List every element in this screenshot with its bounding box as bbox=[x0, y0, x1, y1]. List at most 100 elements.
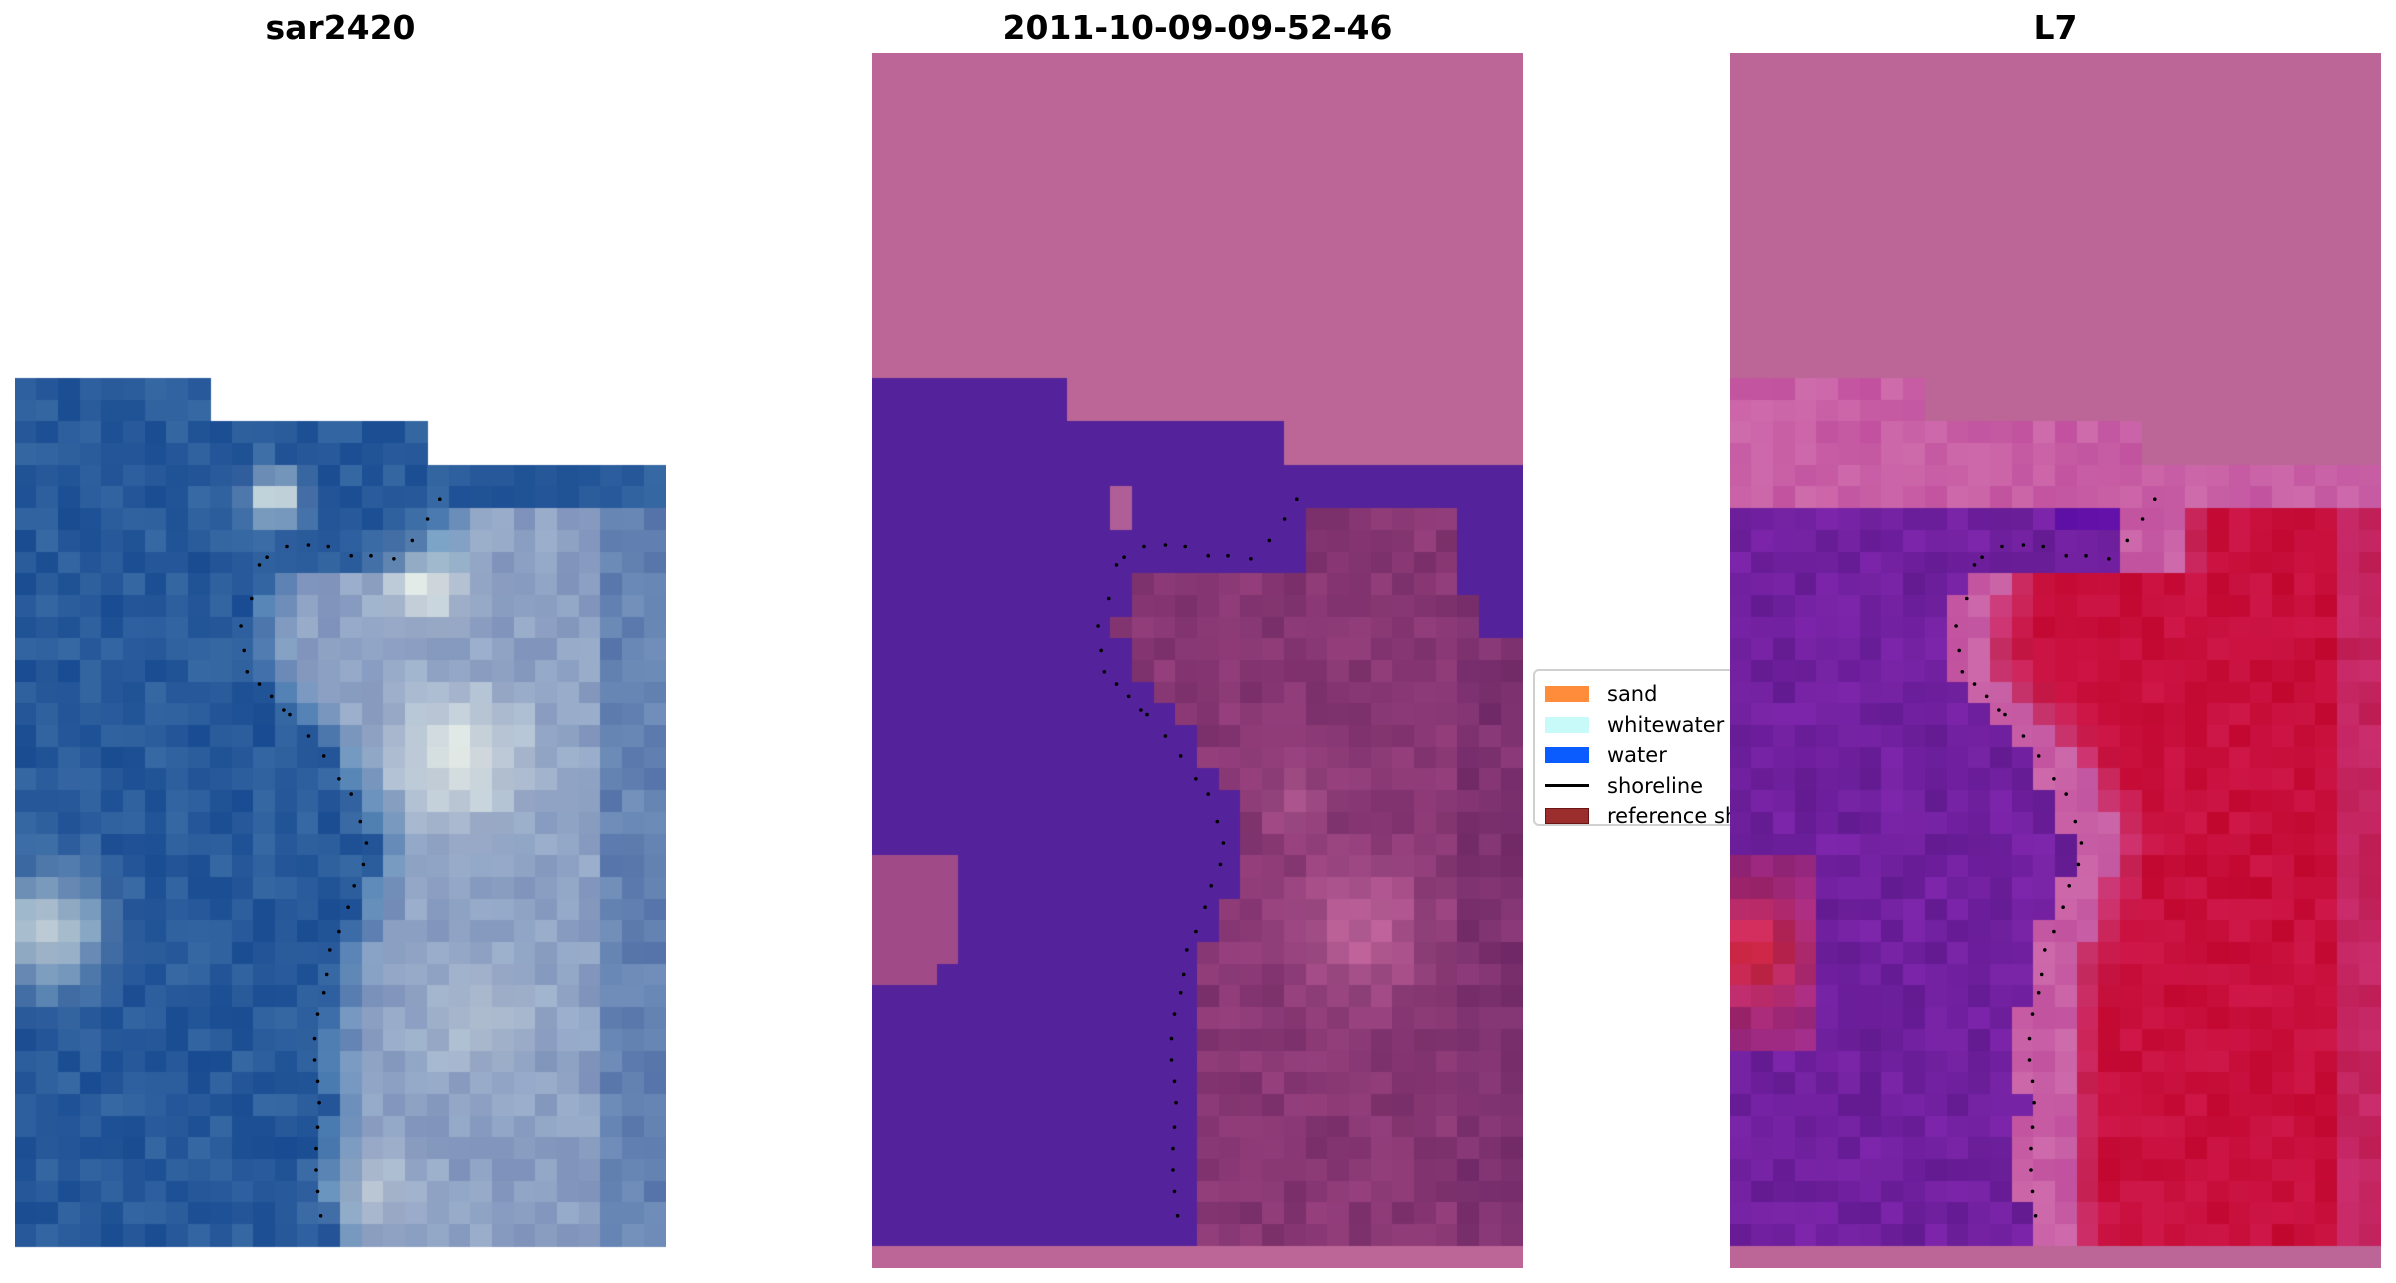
shoreline-point bbox=[1282, 517, 1287, 521]
shoreline-point bbox=[358, 819, 363, 824]
legend-label: whitewater bbox=[1607, 712, 1725, 737]
shoreline-point bbox=[2030, 1125, 2035, 1129]
shoreline-point bbox=[318, 1214, 323, 1218]
classified-image-panel bbox=[872, 53, 1523, 1268]
shoreline-point bbox=[250, 596, 254, 601]
shoreline-point bbox=[312, 1036, 317, 1041]
shoreline-point bbox=[257, 563, 262, 567]
shoreline-point bbox=[1249, 557, 1253, 561]
shoreline-point bbox=[1960, 670, 1965, 674]
shoreline-point bbox=[1194, 777, 1198, 781]
shoreline-point bbox=[321, 990, 326, 995]
shoreline-point bbox=[1178, 990, 1183, 995]
classified-image bbox=[872, 53, 1523, 1268]
shoreline-point bbox=[2061, 905, 2065, 909]
shoreline-point bbox=[2033, 1214, 2038, 1218]
shoreline-point bbox=[321, 754, 326, 758]
shoreline-point bbox=[1194, 929, 1198, 934]
shoreline-point bbox=[324, 972, 329, 977]
shoreline-point bbox=[239, 624, 243, 628]
shoreline-point bbox=[282, 708, 286, 712]
probability-image-panel bbox=[1730, 53, 2381, 1268]
shoreline-point bbox=[1172, 1079, 1177, 1084]
shoreline-point bbox=[2027, 1036, 2032, 1041]
shoreline-point bbox=[1107, 596, 1111, 601]
shoreline-point bbox=[317, 1100, 321, 1105]
shoreline-point bbox=[2076, 862, 2081, 867]
shoreline-point bbox=[288, 712, 292, 717]
shoreline-point bbox=[1099, 648, 1103, 653]
whitewater-swatch bbox=[1545, 716, 1589, 733]
shoreline-point bbox=[1169, 1058, 1174, 1062]
shoreline-point bbox=[1206, 792, 1210, 796]
shoreline-point bbox=[1218, 862, 1223, 867]
shoreline-point bbox=[1215, 819, 1220, 824]
shoreline-point bbox=[2041, 544, 2045, 549]
panel-title-rgb: sar2420 bbox=[265, 8, 416, 47]
shoreline-point bbox=[2073, 819, 2078, 824]
shoreline-point bbox=[328, 948, 332, 952]
shoreline-point bbox=[1203, 905, 1207, 909]
legend-item-whitewater: whitewater bbox=[1545, 710, 1771, 741]
shoreline-point bbox=[285, 544, 289, 549]
shoreline-point bbox=[1126, 694, 1131, 699]
reference-shoreline-swatch bbox=[1545, 808, 1589, 825]
shoreline-point bbox=[1114, 563, 1119, 567]
sand-swatch bbox=[1545, 686, 1589, 703]
shoreline-point bbox=[2027, 1058, 2032, 1062]
shoreline-point bbox=[1163, 543, 1168, 547]
shoreline-point bbox=[337, 777, 341, 781]
shoreline-point bbox=[315, 1125, 320, 1129]
shoreline-point bbox=[1172, 1189, 1177, 1194]
shoreline-point bbox=[1972, 682, 1977, 686]
shoreline-point bbox=[2029, 1146, 2033, 1151]
shoreline-point bbox=[1226, 553, 1230, 558]
shoreline-point bbox=[1169, 1036, 1174, 1041]
shoreline-point bbox=[369, 553, 373, 558]
legend-item-reference-shoreline: reference sh bbox=[1545, 801, 1771, 832]
shoreline-point bbox=[269, 694, 274, 699]
shoreline-point bbox=[306, 543, 311, 547]
shoreline-point bbox=[352, 884, 357, 888]
probability-image bbox=[1730, 53, 2381, 1268]
shoreline-point bbox=[1175, 1214, 1180, 1218]
shoreline-point bbox=[2039, 972, 2044, 977]
shoreline-point bbox=[315, 1079, 320, 1084]
shoreline-point bbox=[349, 553, 354, 558]
shoreline-point bbox=[314, 1146, 318, 1151]
shoreline-point bbox=[2052, 777, 2056, 781]
shoreline-point bbox=[2021, 734, 2026, 738]
shoreline-point bbox=[1145, 712, 1149, 717]
shoreline-point bbox=[1178, 754, 1183, 758]
shoreline-point bbox=[361, 862, 366, 867]
shoreline-point bbox=[1102, 670, 1107, 674]
legend-label: reference sh bbox=[1607, 804, 1739, 829]
shoreline-point bbox=[306, 734, 311, 738]
shoreline-point bbox=[1957, 648, 1961, 653]
shoreline-point bbox=[410, 538, 415, 543]
shoreline-point bbox=[312, 1058, 317, 1062]
shoreline-point bbox=[1096, 624, 1100, 628]
shoreline-point bbox=[1183, 544, 1187, 549]
shoreline-point bbox=[1295, 497, 1299, 502]
shoreline-point bbox=[1954, 624, 1958, 628]
legend-item-shoreline: shoreline bbox=[1545, 771, 1771, 802]
shoreline-point bbox=[2079, 841, 2084, 845]
shoreline-point bbox=[364, 841, 369, 845]
legend-item-sand: sand bbox=[1545, 679, 1771, 710]
shoreline-point bbox=[1172, 1012, 1177, 1016]
shoreline-point bbox=[2140, 517, 2145, 521]
shoreline-point bbox=[257, 682, 262, 686]
shoreline-point bbox=[1174, 1100, 1178, 1105]
shoreline-point bbox=[2125, 538, 2130, 543]
shoreline-point bbox=[2052, 929, 2056, 934]
shoreline-point bbox=[2029, 1168, 2033, 1172]
shoreline-point bbox=[1122, 555, 1126, 559]
shoreline-overlay bbox=[239, 497, 442, 1218]
shoreline-point bbox=[425, 517, 430, 521]
shoreline-point bbox=[2064, 792, 2068, 796]
shoreline-point bbox=[1984, 694, 1989, 699]
shoreline-point bbox=[1980, 555, 1984, 559]
shoreline-point bbox=[2107, 557, 2111, 561]
shoreline-point bbox=[2036, 990, 2041, 995]
